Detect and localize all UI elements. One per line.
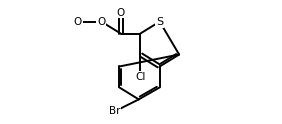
Text: S: S [156, 17, 163, 27]
Text: Cl: Cl [135, 72, 146, 82]
Text: O: O [74, 17, 82, 27]
Text: Br: Br [109, 106, 121, 116]
Text: O: O [117, 8, 125, 18]
Text: O: O [97, 17, 105, 27]
